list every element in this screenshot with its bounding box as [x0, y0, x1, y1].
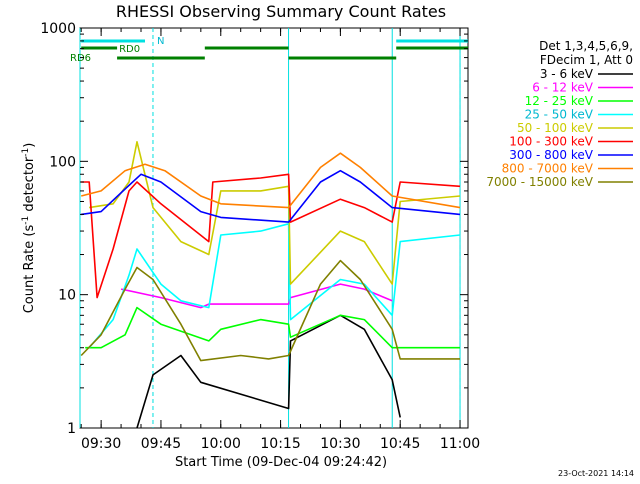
legend-label-2: 12 - 25 keV	[525, 94, 594, 108]
series-line-4	[89, 141, 461, 285]
y-axis: 1 10 100 1000	[40, 21, 468, 437]
x-axis-label: Start Time (09-Dec-04 09:24:42)	[175, 455, 387, 470]
series-line-8	[80, 259, 460, 362]
rd6-state-label: RD6	[70, 53, 91, 64]
series-line-2	[85, 306, 460, 349]
marker-layer	[79, 28, 461, 428]
legend-label-5: 100 - 300 keV	[509, 135, 593, 149]
x-tick-label-1: 09:45	[141, 436, 181, 452]
series-line-7	[81, 152, 461, 209]
legend-label-6: 300 - 800 keV	[509, 148, 593, 162]
x-tick-label-6: 11:00	[440, 436, 480, 452]
legend-label-0: 3 - 6 keV	[540, 67, 594, 81]
x-tick-label-5: 10:45	[380, 436, 420, 452]
x-tick-label-2: 10:00	[201, 436, 241, 452]
legend-label-7: 800 - 7000 keV	[502, 162, 594, 176]
rd0-state-label: RD0	[119, 44, 140, 55]
x-tick-label-4: 10:30	[320, 436, 360, 452]
series-line-5	[81, 173, 461, 299]
series-line-6	[81, 169, 461, 223]
series-layer	[80, 141, 461, 429]
series-line-0	[136, 314, 401, 429]
y-tick-label-2: 100	[49, 154, 76, 170]
series-line-1	[120, 283, 393, 309]
night-state-label: N	[157, 36, 164, 47]
legend-label-8: 7000 - 15000 keV	[486, 175, 593, 189]
footer-timestamp: 23-Oct-2021 14:14	[558, 469, 634, 478]
y-tick-label-0: 1	[67, 421, 76, 437]
legend: Det 1,3,4,5,6,9, FDecim 1, Att 0 3 - 6 k…	[486, 39, 633, 189]
y-axis-label: Count Rate (s-1 detector-1)	[21, 143, 37, 314]
y-tick-label-3: 1000	[40, 21, 76, 37]
y-tick-label-1: 10	[58, 288, 76, 304]
legend-label-4: 50 - 100 keV	[517, 121, 594, 135]
series-line-3	[88, 223, 461, 349]
chart-title: RHESSI Observing Summary Count Rates	[116, 2, 446, 21]
legend-label-1: 6 - 12 keV	[532, 81, 594, 95]
x-axis: 09:30 09:45 10:00 10:15 10:30 10:45 11:00	[80, 28, 480, 452]
state-bars: N RD0 RD6	[70, 36, 468, 64]
legend-label-3: 25 - 50 keV	[525, 108, 594, 122]
x-tick-label-3: 10:15	[260, 436, 300, 452]
legend-header-line-1: Det 1,3,4,5,6,9,	[539, 39, 633, 53]
legend-header-line-2: FDecim 1, Att 0	[540, 53, 633, 67]
x-tick-label-0: 09:30	[81, 436, 121, 452]
